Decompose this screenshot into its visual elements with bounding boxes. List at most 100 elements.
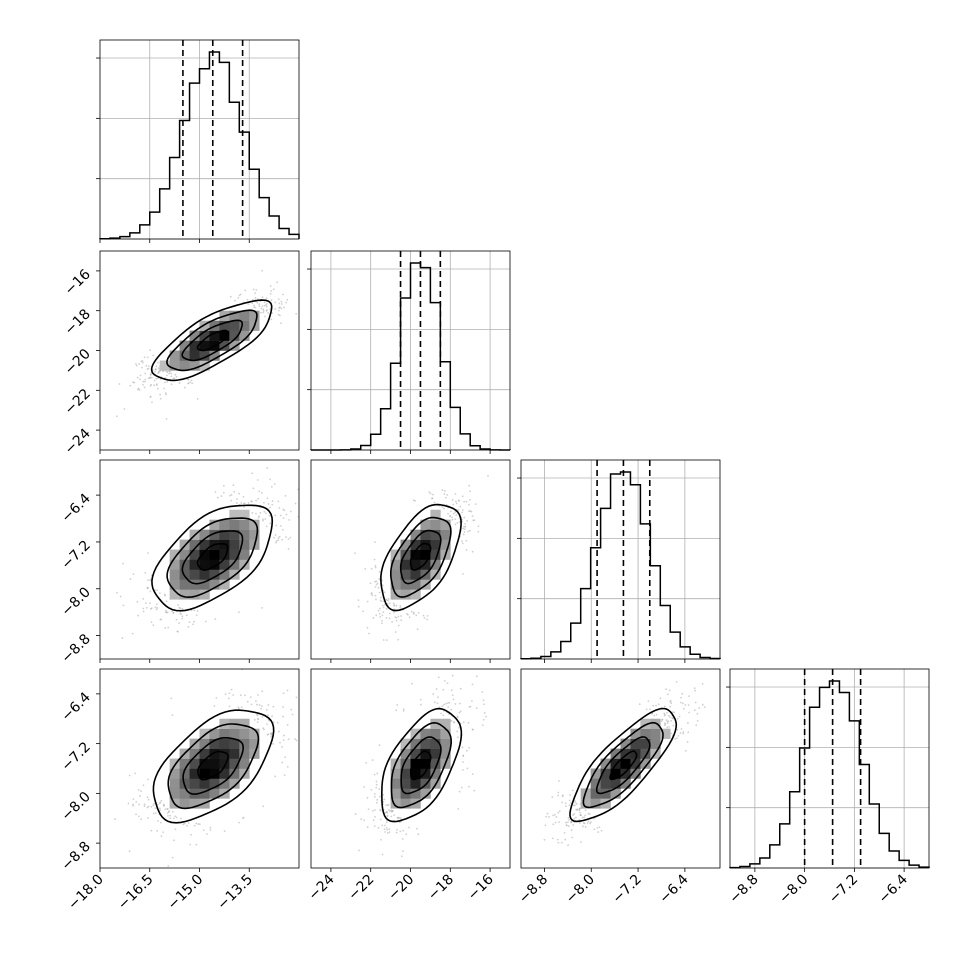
scatter-panel-4-3 [520, 668, 721, 869]
density-cell [179, 340, 190, 351]
sample-point [391, 621, 394, 623]
sample-point [395, 604, 398, 607]
sample-point [202, 829, 205, 832]
density-cell [169, 350, 180, 361]
sample-point [242, 502, 245, 505]
sample-point [660, 720, 663, 723]
density-cell [229, 340, 240, 351]
sample-point [456, 521, 459, 524]
sample-point [190, 833, 192, 836]
sample-point [411, 682, 413, 685]
density-cell [179, 350, 190, 361]
sample-point [395, 709, 398, 712]
sample-point [267, 503, 270, 505]
sample-point [433, 501, 436, 504]
sample-point [170, 372, 173, 375]
density-cell [219, 728, 230, 739]
sample-point [426, 614, 429, 617]
sample-point [374, 541, 376, 544]
sample-point [271, 715, 273, 718]
sample-point [379, 599, 382, 602]
sample-point [288, 519, 291, 521]
sample-point [213, 705, 216, 707]
sample-point [153, 384, 156, 387]
sample-point [149, 602, 151, 605]
sample-point [388, 602, 391, 605]
sample-point [255, 512, 257, 515]
sample-point [234, 299, 236, 302]
sample-point [451, 694, 454, 697]
sample-point [265, 525, 268, 528]
sample-point [394, 631, 397, 633]
sample-point [471, 515, 474, 517]
sample-point [269, 506, 272, 509]
sample-point [672, 717, 674, 720]
sample-point [452, 503, 455, 506]
sample-point [454, 523, 457, 526]
density-cell [169, 778, 180, 789]
x-tick-label: −6.4 [876, 871, 911, 906]
sample-point [156, 387, 159, 390]
density-cell [400, 738, 411, 749]
sample-point [564, 838, 567, 841]
sample-point [230, 493, 233, 496]
contour-line [380, 503, 462, 612]
sample-point [156, 803, 159, 806]
density-cell [400, 559, 411, 570]
density-cell [430, 539, 441, 550]
sample-point [402, 708, 405, 711]
sample-point [173, 377, 176, 380]
density-cell [219, 330, 230, 341]
density-cell [390, 778, 401, 789]
sample-point [260, 307, 263, 310]
density-cell [179, 788, 190, 799]
sample-point [232, 484, 235, 487]
sample-point [558, 810, 561, 813]
sample-point [220, 495, 223, 497]
sample-point [667, 693, 669, 696]
density-cell [390, 559, 401, 570]
sample-point [230, 499, 233, 502]
sample-point [282, 293, 284, 296]
sample-point [222, 484, 225, 487]
sample-point [387, 809, 390, 811]
sample-point [396, 816, 399, 819]
x-tick-label: −8.8 [516, 872, 551, 907]
sample-point [271, 500, 274, 502]
sample-point [182, 823, 185, 826]
sample-point [469, 705, 472, 708]
x-tick-label: −20 [385, 872, 417, 904]
sample-point [275, 541, 277, 544]
sample-point [578, 821, 581, 824]
sample-point [458, 711, 461, 714]
sample-point [145, 364, 148, 367]
density-cell [410, 758, 421, 769]
density-cell [219, 718, 230, 729]
sample-point [157, 367, 160, 369]
sample-point [378, 591, 381, 594]
sample-point [649, 708, 651, 711]
sample-point [440, 712, 442, 715]
sample-point [268, 514, 271, 517]
density-cell [420, 758, 431, 769]
sample-point [378, 612, 381, 615]
sample-point [191, 382, 194, 385]
sample-point [568, 804, 571, 806]
sample-point [171, 610, 173, 613]
sample-point [149, 349, 152, 351]
sample-point [377, 609, 380, 612]
sample-point [274, 308, 277, 310]
sample-point [483, 703, 485, 706]
sample-point [137, 815, 140, 818]
sample-point [137, 614, 139, 617]
sample-point [447, 706, 450, 708]
sample-point [567, 817, 570, 819]
sample-point [410, 610, 413, 613]
sample-point [374, 564, 377, 567]
sample-point [467, 785, 470, 788]
sample-point [229, 295, 232, 298]
density-cell [209, 728, 220, 739]
sample-point [307, 286, 309, 288]
sample-point [369, 582, 372, 585]
